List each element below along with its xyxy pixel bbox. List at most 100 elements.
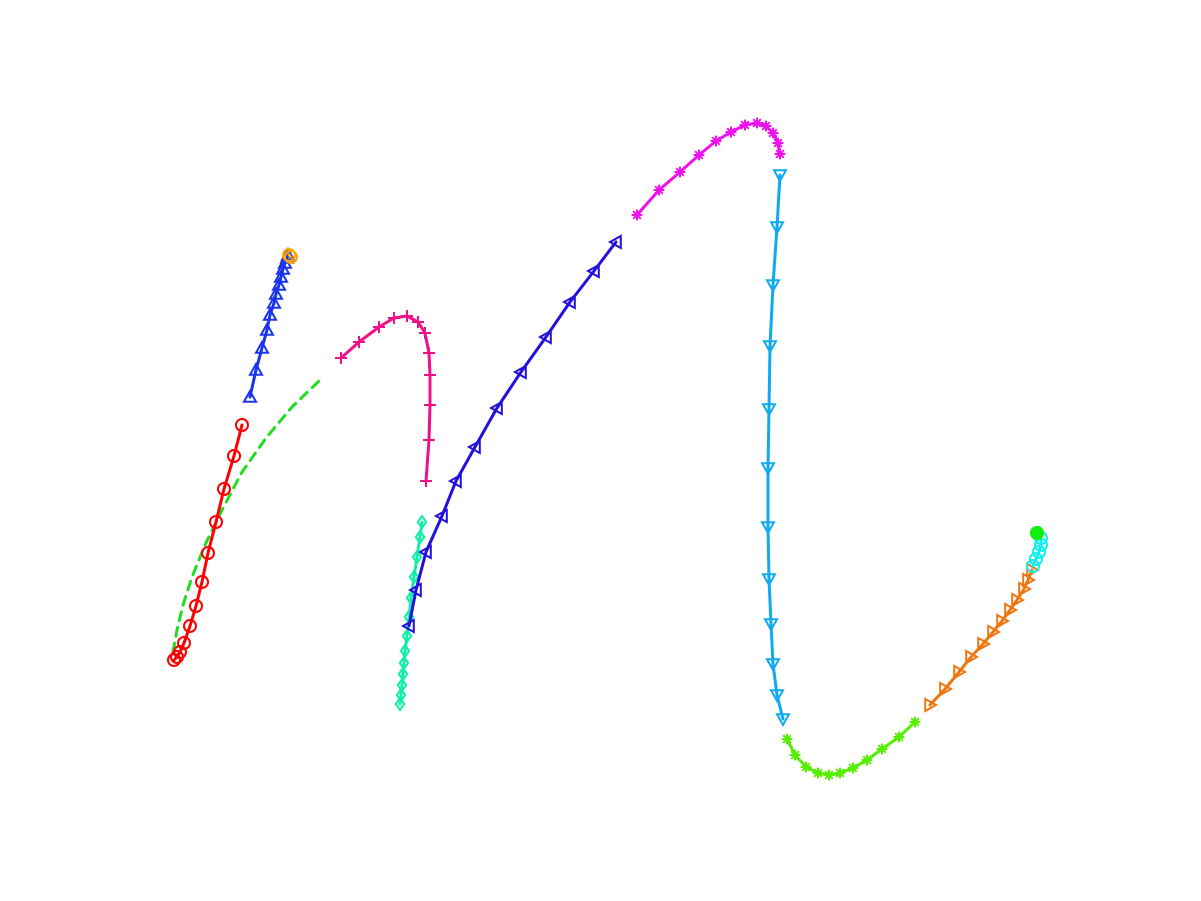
data-point-navy-left-triangles-8 <box>537 329 552 345</box>
data-point-navy-left-triangles-2 <box>417 544 432 560</box>
series-pink-plus <box>335 310 436 487</box>
data-point-navy-left-triangles-4 <box>447 473 462 489</box>
data-point-blue-up-triangles-1 <box>248 361 264 376</box>
data-point-navy-left-triangles-11 <box>607 234 622 250</box>
data-point-teal-diamonds-12 <box>394 696 406 712</box>
data-point-magenta-stars-2 <box>674 166 686 178</box>
data-point-pink-plus-7 <box>423 347 435 359</box>
data-point-magenta-stars-8 <box>760 120 772 132</box>
data-point-orange-right-triangles-3 <box>965 649 980 665</box>
data-point-lime-stars-3 <box>812 767 824 779</box>
series-lime-stars <box>781 716 921 781</box>
data-point-cyan-tail-3 <box>1034 538 1048 552</box>
series-orange-dot <box>282 248 298 264</box>
data-point-red-circles-10 <box>227 449 241 463</box>
series-navy-left-triangles <box>400 234 622 634</box>
data-point-red-circles-4 <box>183 619 197 633</box>
series-teal-diamonds <box>394 514 428 712</box>
data-point-pink-plus-10 <box>423 434 435 446</box>
data-point-lightblue-down-triangles-3 <box>762 340 778 355</box>
data-point-pink-plus-11 <box>420 475 432 487</box>
data-point-orange-right-triangles-7 <box>1004 602 1019 618</box>
series-line-navy-left-triangles <box>407 240 618 628</box>
data-point-teal-diamonds-1 <box>414 529 426 545</box>
data-point-pink-plus-2 <box>373 321 385 333</box>
data-point-red-circles-3 <box>177 636 191 650</box>
data-point-lightblue-down-triangles-6 <box>760 521 776 536</box>
data-point-red-circles-6 <box>195 575 209 589</box>
data-point-lightblue-down-triangles-8 <box>763 618 779 633</box>
data-point-orange-right-triangles-6 <box>996 613 1011 629</box>
data-point-blue-up-triangles-8 <box>273 268 289 283</box>
data-point-red-circles-7 <box>201 546 215 560</box>
series-line-lightblue-down-triangles <box>766 173 785 721</box>
data-point-orange-right-triangles-1 <box>939 681 954 697</box>
series-lightblue-down-triangles <box>760 169 791 728</box>
series-line-orange-dot <box>287 253 293 259</box>
data-point-cyan-tail-0 <box>1026 559 1040 573</box>
data-point-lime-stars-1 <box>789 749 801 761</box>
data-point-navy-left-triangles-0 <box>400 618 415 634</box>
data-point-blue-up-triangles-4 <box>262 306 278 321</box>
data-point-pink-plus-6 <box>419 327 431 339</box>
series-line-pink-plus <box>339 314 432 483</box>
data-point-teal-diamonds-3 <box>408 569 420 585</box>
data-point-orange-right-triangles-0 <box>924 697 939 713</box>
data-point-lightblue-down-triangles-1 <box>769 221 785 236</box>
data-point-magenta-stars-11 <box>774 148 786 160</box>
data-point-magenta-stars-9 <box>767 127 779 139</box>
data-point-magenta-stars-6 <box>739 119 751 131</box>
data-point-teal-diamonds-2 <box>411 549 423 565</box>
data-point-orange-right-triangles-10 <box>1022 572 1037 588</box>
data-point-blue-up-triangles-6 <box>268 285 284 300</box>
series-orange-right-triangles <box>924 562 1041 713</box>
data-point-lightblue-down-triangles-10 <box>769 689 785 704</box>
data-point-blue-up-triangles-7 <box>271 276 287 291</box>
data-point-magenta-stars-3 <box>693 149 705 161</box>
data-point-lightblue-down-triangles-4 <box>761 403 777 418</box>
series-line-teal-diamonds <box>398 520 424 706</box>
data-point-magenta-stars-10 <box>772 137 784 149</box>
data-point-pink-plus-0 <box>335 352 347 364</box>
data-point-red-circles-8 <box>209 515 223 529</box>
data-point-lime-stars-8 <box>876 743 888 755</box>
data-point-magenta-stars-1 <box>653 184 665 196</box>
series-blue-up-triangles <box>242 246 296 403</box>
data-point-navy-left-triangles-1 <box>407 582 422 598</box>
data-point-blue-up-triangles-0 <box>242 388 258 403</box>
data-point-orange-dot-0 <box>282 248 296 262</box>
data-point-pink-plus-9 <box>424 399 436 411</box>
data-point-navy-left-triangles-7 <box>512 364 527 380</box>
data-point-navy-left-triangles-10 <box>585 263 600 279</box>
data-point-magenta-stars-0 <box>631 209 643 221</box>
data-point-lime-stars-6 <box>847 762 859 774</box>
series-magenta-stars <box>631 117 786 221</box>
data-point-cyan-tail-2 <box>1032 545 1046 559</box>
data-point-blue-up-triangles-2 <box>254 339 270 354</box>
data-point-lightblue-down-triangles-9 <box>765 658 781 673</box>
data-point-pink-plus-4 <box>401 310 413 322</box>
data-point-pink-plus-8 <box>424 369 436 381</box>
data-point-orange-dot-1 <box>284 250 298 264</box>
data-point-cyan-tail-1 <box>1029 552 1043 566</box>
data-point-pink-plus-5 <box>412 316 424 328</box>
data-point-navy-left-triangles-9 <box>561 294 576 310</box>
data-point-lime-stars-9 <box>893 731 905 743</box>
data-point-orange-right-triangles-5 <box>987 624 1002 640</box>
data-point-pink-plus-3 <box>388 312 400 324</box>
data-point-magenta-stars-5 <box>725 126 737 138</box>
data-point-red-circles-9 <box>217 482 231 496</box>
data-point-lime-stars-10 <box>909 716 921 728</box>
data-point-lightblue-down-triangles-0 <box>772 169 788 184</box>
data-point-lightblue-down-triangles-5 <box>760 462 776 477</box>
data-point-navy-left-triangles-3 <box>433 508 448 524</box>
data-point-navy-left-triangles-6 <box>488 400 503 416</box>
data-point-navy-left-triangles-5 <box>466 439 481 455</box>
data-point-lime-stars-2 <box>800 761 812 773</box>
data-point-orange-right-triangles-2 <box>953 664 968 680</box>
data-point-lightblue-down-triangles-2 <box>765 279 781 294</box>
data-point-orange-right-triangles-8 <box>1011 592 1026 608</box>
data-point-blue-up-triangles-5 <box>266 294 282 309</box>
data-point-magenta-stars-7 <box>751 117 763 129</box>
